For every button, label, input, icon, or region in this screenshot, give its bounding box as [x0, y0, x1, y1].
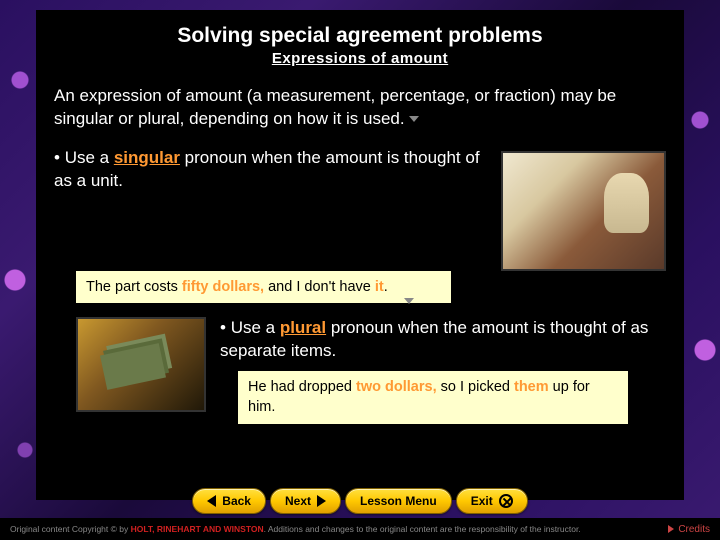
- bullet-2-column: Use a plural pronoun when the amount is …: [220, 317, 666, 423]
- copyright-text: Original content Copyright © by HOLT, RI…: [10, 524, 581, 534]
- ex2-keyword-2: them: [514, 379, 549, 395]
- copyright-post: . Additions and changes to the original …: [264, 524, 581, 534]
- back-arrow-icon: [207, 495, 216, 507]
- ex1-pre: The part costs: [86, 279, 182, 295]
- next-label: Next: [285, 494, 311, 508]
- ex2-pre: He had dropped: [248, 379, 356, 395]
- wallet-image: [501, 151, 666, 271]
- credits-button[interactable]: Credits: [668, 524, 710, 535]
- copyright-pre: Original content Copyright © by: [10, 524, 131, 534]
- next-arrow-icon: [317, 495, 326, 507]
- exit-label: Exit: [471, 494, 493, 508]
- ex2-keyword-1: two dollars,: [356, 379, 437, 395]
- footer-bar: Original content Copyright © by HOLT, RI…: [0, 518, 720, 540]
- exit-x-icon: [499, 494, 513, 508]
- copyright-brand: HOLT, RINEHART AND WINSTON: [131, 524, 264, 534]
- bullet-2: Use a plural pronoun when the amount is …: [220, 317, 666, 363]
- example-box-1: The part costs fifty dollars, and I don'…: [76, 271, 451, 303]
- next-button[interactable]: Next: [270, 488, 341, 514]
- bullet1-keyword: singular: [114, 148, 180, 167]
- bullet-1: Use a singular pronoun when the amount i…: [54, 147, 491, 193]
- slide-subtitle: Expressions of amount: [54, 50, 666, 67]
- bullet-row-2: Use a plural pronoun when the amount is …: [54, 317, 666, 423]
- intro-text: An expression of amount (a measurement, …: [54, 86, 616, 128]
- ex1-keyword-1: fifty dollars,: [182, 279, 264, 295]
- intro-paragraph: An expression of amount (a measurement, …: [54, 85, 666, 131]
- lesson-menu-button[interactable]: Lesson Menu: [345, 488, 452, 514]
- reveal-marker-icon: [404, 298, 414, 304]
- exit-button[interactable]: Exit: [456, 488, 528, 514]
- credits-label: Credits: [678, 524, 710, 535]
- slide-content-area: Solving special agreement problems Expre…: [36, 10, 684, 500]
- bullet2-pre: Use a: [231, 318, 280, 337]
- nav-bar: Back Next Lesson Menu Exit: [0, 488, 720, 514]
- bullet-row-1: Use a singular pronoun when the amount i…: [54, 147, 666, 271]
- ex1-keyword-2: it: [375, 279, 384, 295]
- slide-title: Solving special agreement problems: [54, 24, 666, 48]
- back-label: Back: [222, 494, 251, 508]
- bullet1-pre: Use a: [65, 148, 114, 167]
- ex2-mid: so I picked: [437, 379, 514, 395]
- back-button[interactable]: Back: [192, 488, 266, 514]
- bullet2-keyword: plural: [280, 318, 326, 337]
- example-box-2: He had dropped two dollars, so I picked …: [238, 371, 628, 424]
- reveal-marker-icon: [409, 116, 419, 122]
- ex1-mid: and I don't have: [264, 279, 375, 295]
- lesson-menu-label: Lesson Menu: [360, 494, 437, 508]
- ex1-post: .: [384, 279, 388, 295]
- money-image: [76, 317, 206, 412]
